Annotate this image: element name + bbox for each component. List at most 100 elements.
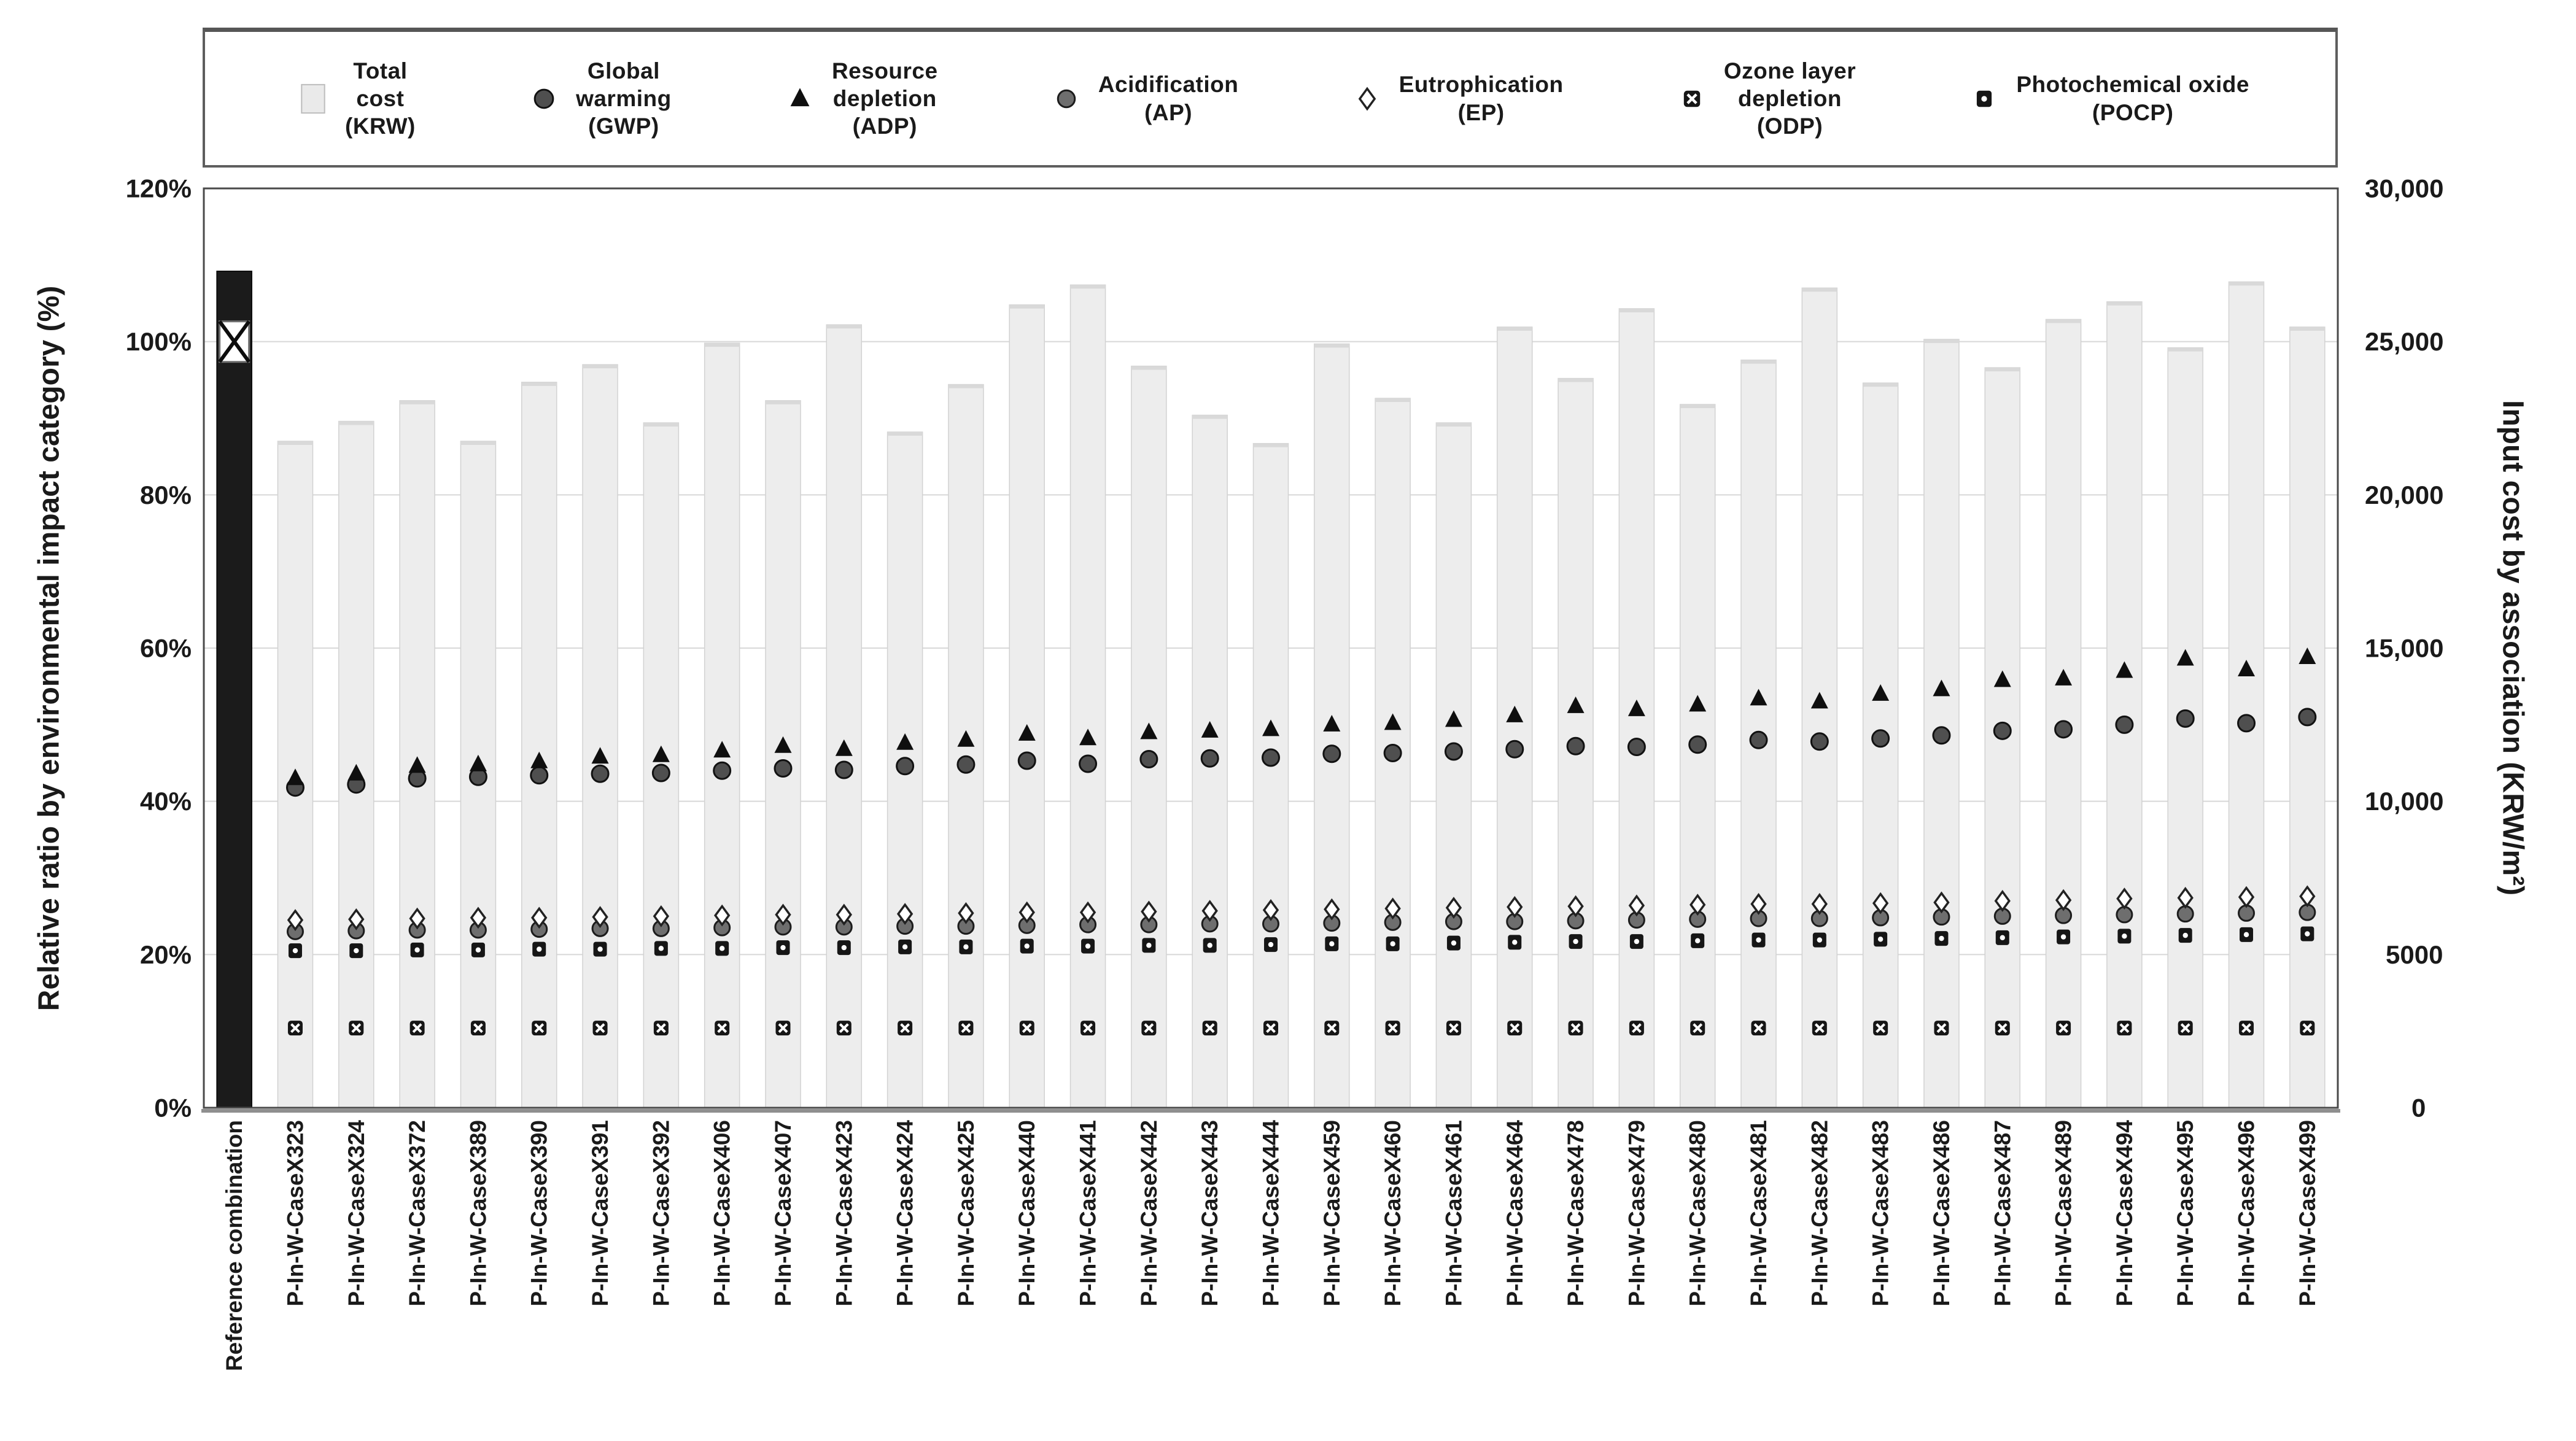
marker-ep-diamond (653, 905, 670, 927)
x-tick-label: P-In-W-CaseX391 (588, 1120, 613, 1307)
marker-pocp-square-dot (288, 943, 302, 959)
marker-ep-diamond (1262, 898, 1279, 921)
marker-ep-diamond (836, 903, 852, 926)
y-right-tick-label: 20,000 (2365, 481, 2443, 509)
bar-total-cost (765, 400, 801, 1108)
y-right-tick-label: 25,000 (2365, 327, 2443, 356)
marker-ep-diamond (1811, 892, 1828, 915)
marker-pocp-square-dot (1629, 934, 1643, 949)
marker-ep-diamond (287, 909, 304, 932)
x-tick-label: P-In-W-CaseX323 (282, 1120, 308, 1307)
y-left-tick-label: 120% (126, 174, 192, 203)
x-tick-label: P-In-W-CaseX392 (648, 1120, 673, 1307)
legend-item-label: Ozone layer depletion (ODP) (1723, 58, 1856, 139)
right-axis-title-text: Input cost by association (KRW/m²) (2496, 400, 2529, 896)
marker-adp-triangle (652, 745, 670, 762)
bar-total-cost (1923, 339, 1960, 1108)
x-tick-label: P-In-W-CaseX482 (1807, 1120, 1832, 1307)
marker-pocp-square-dot (1995, 930, 2009, 945)
bar-top-cap (521, 382, 557, 386)
y-left-tick-label: 20% (140, 940, 192, 969)
legend-item: Acidification (AP) (1050, 71, 1239, 126)
x-tick-label: P-In-W-CaseX495 (2173, 1120, 2198, 1307)
bar-total-cost (1252, 442, 1289, 1108)
marker-odp-square-x (1446, 1021, 1461, 1036)
marker-odp-square-x (775, 1021, 791, 1036)
bar-top-cap (826, 325, 862, 329)
x-tick-label: P-In-W-CaseX406 (710, 1120, 735, 1307)
x-tick-label: P-In-W-CaseX441 (1076, 1120, 1101, 1307)
bar-total-cost (826, 324, 863, 1108)
marker-gwp-circle (1139, 750, 1158, 769)
marker-gwp-circle (1566, 736, 1585, 755)
marker-pocp-square-dot (1386, 936, 1400, 951)
x-tick-label: P-In-W-CaseX499 (2295, 1120, 2320, 1307)
legend-item-label: Acidification (AP) (1098, 72, 1239, 125)
marker-adp-triangle (835, 739, 853, 756)
x-tick-label: P-In-W-CaseX407 (770, 1120, 796, 1307)
marker-ep-diamond (1690, 894, 1706, 916)
legend-item: Total cost (KRW) (297, 57, 416, 140)
marker-gwp-circle (1505, 740, 1524, 759)
bar-top-cap (1436, 422, 1472, 427)
marker-pocp-square-dot (410, 942, 424, 957)
marker-gwp-circle (530, 766, 549, 785)
marker-odp-square-x (1385, 1021, 1400, 1036)
legend: Total cost (KRW) Global warming (GWP) Reso… (203, 28, 2338, 168)
marker-odp-square-x (1141, 1021, 1157, 1036)
marker-ep-diamond (1018, 901, 1035, 924)
marker-odp-square-x (2300, 1021, 2315, 1036)
marker-adp-triangle (1567, 696, 1585, 713)
bar-total-cost (1984, 367, 2021, 1108)
legend-marker-pocp-square-dot (1977, 90, 1992, 107)
x-tick-label: Reference combination (222, 1120, 247, 1371)
marker-gwp-circle (591, 764, 610, 783)
bar-top-cap (338, 421, 374, 425)
marker-odp-square-x (2056, 1021, 2071, 1036)
x-tick-label: P-In-W-CaseX483 (1868, 1120, 1893, 1307)
marker-gwp-circle (2176, 709, 2195, 728)
bar-top-cap (583, 365, 618, 369)
marker-gwp-circle (2115, 715, 2134, 734)
marker-adp-triangle (347, 763, 365, 781)
marker-adp-triangle (286, 768, 304, 786)
x-tick-label: P-In-W-CaseX440 (1014, 1120, 1039, 1307)
marker-adp-triangle (2299, 647, 2316, 664)
bar-top-cap (1497, 326, 1532, 331)
bar-top-cap (400, 400, 435, 404)
marker-odp-square-x (409, 1021, 425, 1036)
y-right-tick-label: 0 (2411, 1094, 2426, 1122)
marker-ep-diamond (714, 904, 731, 927)
marker-adp-triangle (1262, 719, 1279, 736)
marker-adp-triangle (1872, 684, 1890, 701)
x-tick-label: P-In-W-CaseX464 (1502, 1120, 1527, 1307)
marker-pocp-square-dot (837, 940, 851, 956)
legend-item: Resource depletion (ADP) (784, 57, 938, 140)
bar-total-cost (1679, 404, 1716, 1108)
marker-ep-diamond (2238, 886, 2255, 908)
y-left-tick-label: 0% (154, 1094, 192, 1122)
marker-gwp-circle (1688, 735, 1707, 754)
marker-odp-square-x (1629, 1021, 1644, 1036)
marker-gwp-circle (1200, 749, 1219, 768)
marker-ep-diamond (1445, 897, 1462, 919)
x-tick-label: P-In-W-CaseX424 (893, 1120, 918, 1307)
x-tick-label: P-In-W-CaseX443 (1197, 1120, 1222, 1307)
marker-ep-diamond (1933, 891, 1950, 914)
marker-pocp-square-dot (1203, 938, 1217, 953)
marker-odp-square-x (470, 1021, 486, 1036)
bar-top-cap (1009, 304, 1045, 309)
legend-item: Ozone layer depletion (ODP) (1676, 57, 1856, 140)
marker-pocp-square-dot (2057, 929, 2071, 945)
marker-pocp-square-dot (1264, 937, 1278, 952)
marker-pocp-square-dot (2117, 929, 2132, 944)
bar-total-cost (2106, 301, 2143, 1108)
bar-top-cap (887, 431, 923, 436)
marker-ep-diamond (2299, 885, 2316, 908)
marker-reference-100pct (218, 320, 251, 363)
bar-top-cap (1558, 378, 1594, 382)
marker-pocp-square-dot (1081, 938, 1095, 954)
marker-odp-square-x (287, 1021, 303, 1036)
bar-top-cap (765, 400, 801, 404)
y-left-tick-label: 100% (126, 327, 192, 356)
